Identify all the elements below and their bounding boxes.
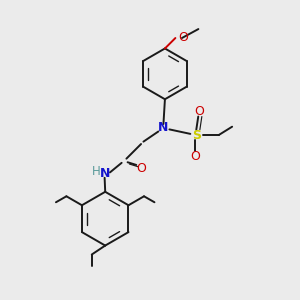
Text: O: O xyxy=(190,150,200,163)
Text: H: H xyxy=(92,165,100,178)
Text: N: N xyxy=(100,167,110,180)
Text: S: S xyxy=(192,129,201,142)
Text: O: O xyxy=(136,162,146,175)
Text: O: O xyxy=(194,105,204,118)
Text: N: N xyxy=(158,121,169,134)
Text: O: O xyxy=(178,31,188,44)
